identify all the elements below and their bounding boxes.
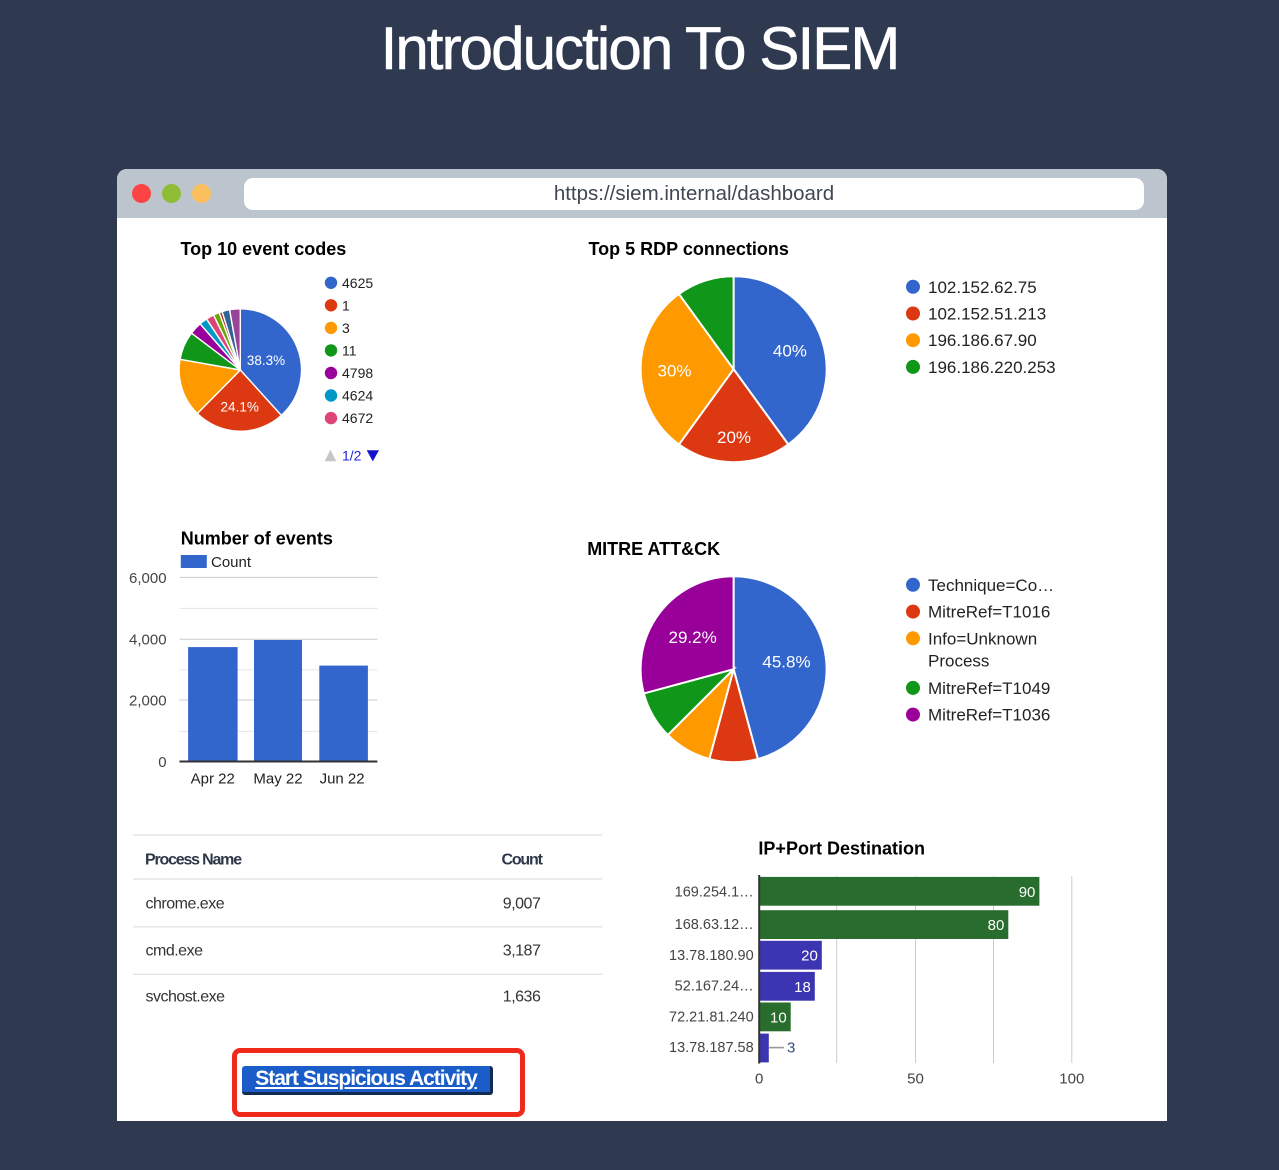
svg-text:Count: Count: [211, 554, 252, 571]
svg-text:38.3%: 38.3%: [247, 353, 285, 368]
svg-text:169.254.1…: 169.254.1…: [675, 884, 754, 900]
svg-text:0: 0: [755, 1071, 763, 1088]
svg-text:Info=Unknown: Info=Unknown: [928, 629, 1037, 648]
svg-text:1: 1: [342, 297, 350, 313]
svg-text:IP+Port Destination: IP+Port Destination: [758, 839, 925, 859]
svg-text:Jun 22: Jun 22: [320, 771, 365, 788]
svg-text:2,000: 2,000: [129, 692, 167, 709]
svg-text:100: 100: [1059, 1071, 1084, 1088]
svg-text:4624: 4624: [342, 388, 373, 404]
svg-text:13.78.180.90: 13.78.180.90: [669, 948, 754, 964]
svg-text:svchost.exe: svchost.exe: [146, 988, 226, 1005]
svg-text:4672: 4672: [342, 410, 373, 426]
svg-text:1/2: 1/2: [342, 448, 362, 464]
svg-text:80: 80: [988, 917, 1005, 934]
svg-text:9,007: 9,007: [503, 896, 541, 913]
svg-text:3: 3: [787, 1040, 795, 1057]
svg-text:20: 20: [801, 948, 818, 965]
svg-text:4625: 4625: [342, 275, 373, 291]
svg-text:30%: 30%: [657, 361, 691, 380]
svg-text:52.167.24…: 52.167.24…: [675, 979, 754, 995]
svg-text:29.2%: 29.2%: [668, 628, 716, 647]
svg-text:4798: 4798: [342, 365, 373, 381]
svg-text:10: 10: [770, 1009, 787, 1026]
svg-text:cmd.exe: cmd.exe: [146, 942, 204, 959]
svg-text:Process: Process: [928, 652, 989, 671]
svg-text:MitreRef=T1016: MitreRef=T1016: [928, 603, 1050, 622]
svg-text:MitreRef=T1049: MitreRef=T1049: [928, 679, 1050, 698]
svg-text:6,000: 6,000: [129, 570, 167, 587]
svg-text:168.63.12…: 168.63.12…: [675, 917, 754, 933]
svg-text:Technique=Co…: Technique=Co…: [928, 576, 1054, 595]
svg-text:1,636: 1,636: [503, 988, 541, 1005]
svg-text:45.8%: 45.8%: [762, 653, 810, 672]
svg-text:50: 50: [907, 1071, 924, 1088]
svg-text:Number of events: Number of events: [181, 528, 333, 548]
svg-text:102.152.62.75: 102.152.62.75: [928, 278, 1037, 297]
svg-text:MITRE ATT&CK: MITRE ATT&CK: [587, 539, 720, 559]
svg-text:24.1%: 24.1%: [221, 399, 259, 414]
svg-text:Top 10 event codes: Top 10 event codes: [181, 239, 347, 259]
svg-text:3: 3: [342, 320, 350, 336]
svg-text:Top 5 RDP connections: Top 5 RDP connections: [589, 239, 789, 259]
svg-text:196.186.220.253: 196.186.220.253: [928, 358, 1056, 377]
svg-text:102.152.51.213: 102.152.51.213: [928, 305, 1046, 324]
svg-text:72.21.81.240: 72.21.81.240: [669, 1010, 754, 1026]
svg-text:0: 0: [158, 754, 166, 771]
svg-text:18: 18: [794, 979, 811, 996]
svg-text:196.186.67.90: 196.186.67.90: [928, 331, 1037, 350]
svg-text:4,000: 4,000: [129, 632, 167, 649]
svg-text:11: 11: [342, 342, 357, 358]
svg-text:MitreRef=T1036: MitreRef=T1036: [928, 706, 1050, 725]
svg-text:90: 90: [1019, 884, 1036, 901]
svg-text:13.78.187.58: 13.78.187.58: [669, 1040, 754, 1056]
svg-text:Count: Count: [502, 852, 544, 869]
svg-text:Apr 22: Apr 22: [191, 771, 235, 788]
svg-text:chrome.exe: chrome.exe: [146, 896, 225, 913]
svg-text:20%: 20%: [717, 428, 751, 447]
svg-text:40%: 40%: [773, 341, 807, 360]
svg-text:3,187: 3,187: [503, 942, 541, 959]
svg-text:May 22: May 22: [253, 771, 302, 788]
svg-text:Process Name: Process Name: [145, 852, 242, 869]
